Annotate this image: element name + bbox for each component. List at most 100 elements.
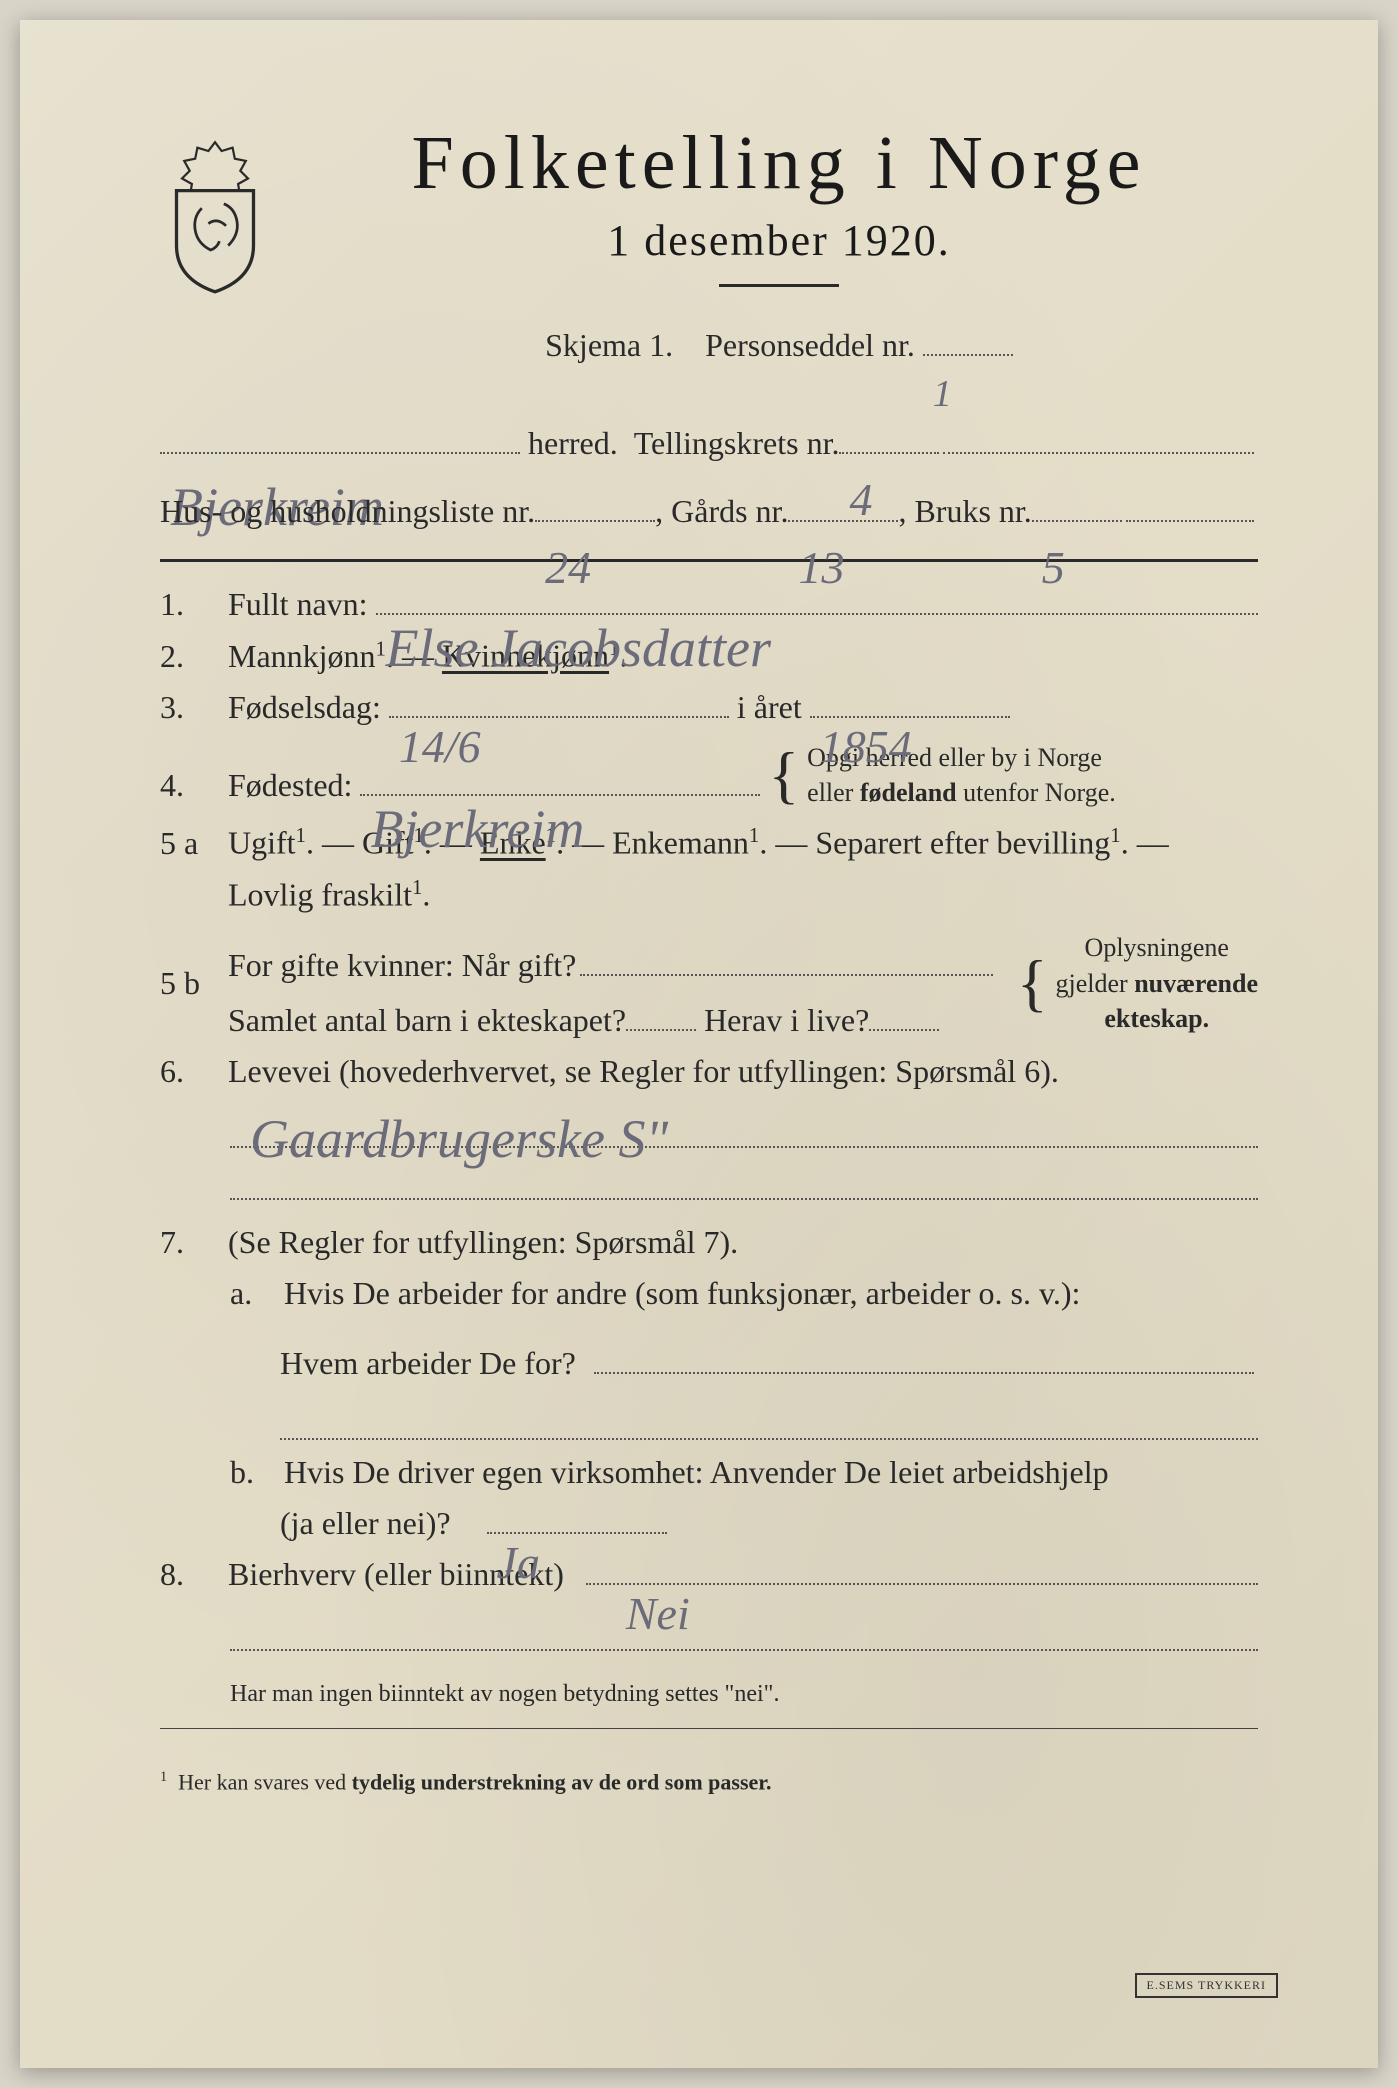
q4-field: Bjerkreim — [360, 794, 760, 796]
main-title: Folketelling i Norge — [300, 120, 1258, 207]
q8-answer-line — [230, 1607, 1258, 1651]
hushold-field: 24 — [535, 520, 655, 522]
q7b-field: Ja — [487, 1532, 667, 1534]
q5b-label: For gifte kvinner: Når gift? — [228, 947, 576, 984]
footnote-1: Har man ingen biinntekt av nogen betydni… — [160, 1681, 1258, 1708]
q7b-l1: Hvis De driver egen virksomhet: Anvender… — [284, 1454, 1258, 1491]
q2-mann-word: Mannkjønn — [228, 638, 376, 674]
q5b-l2b: Herav i live? — [704, 1002, 869, 1039]
q3-year-label: i året — [737, 689, 802, 726]
q5a-separert: Separert efter bevilling — [815, 825, 1110, 861]
herred-value: Bjerkreim — [170, 456, 384, 458]
q7a-l1: Hvis De arbeider for andre (som funksjon… — [284, 1275, 1258, 1312]
subtitle-date: 1 desember 1920. — [300, 215, 1258, 266]
q7a-row: a. Hvis De arbeider for andre (som funks… — [160, 1275, 1258, 1312]
q6-num: 6. — [160, 1053, 214, 1090]
q7a-answer-line — [280, 1396, 1258, 1440]
q5a-ugift: Ugift — [228, 825, 296, 861]
q1-field: Else Jacobsdatter — [376, 613, 1258, 615]
herred-label: herred. — [528, 413, 618, 474]
q1-label: Fullt navn: — [228, 586, 368, 623]
q5b-n2: gjelder nuværende — [1056, 969, 1258, 998]
q6-answer-line: Gaardbrugerske S" — [230, 1104, 1258, 1148]
census-form-page: Folketelling i Norge 1 desember 1920. Sk… — [20, 20, 1378, 2068]
brace-icon-2: { — [1017, 967, 1048, 999]
q7-label: (Se Regler for utfyllingen: Spørsmål 7). — [228, 1224, 1258, 1261]
q4-note-l2: eller fødeland utenfor Norge. — [807, 778, 1116, 807]
q5b-note-text: Oplysningene gjelder nuværende ekteskap. — [1056, 930, 1258, 1035]
hushold-label: Hus- og husholdningsliste nr. — [160, 481, 535, 542]
q8-row: 8. Bierhverv (eller biinntekt) Nei — [160, 1556, 1258, 1593]
d4: — — [775, 825, 815, 861]
printer-stamp: E.SEMS TRYKKERI — [1135, 1973, 1278, 1998]
q7b-l2: (ja eller nei)? — [280, 1505, 451, 1542]
q4-value: Bjerkreim — [370, 798, 584, 800]
q5b-row: 5 b For gifte kvinner: Når gift? Samlet … — [160, 928, 1258, 1039]
q6-value: Gaardbrugerske S" — [250, 1108, 668, 1150]
q2-num: 2. — [160, 638, 214, 675]
gards-label: Gårds nr. — [671, 481, 788, 542]
q8-value: Nei — [626, 1587, 690, 1589]
bruks-nr: 5 — [1042, 524, 1065, 526]
q5b-n3: ekteskap. — [1104, 1004, 1209, 1033]
q3-row: 3. Fødselsdag: 14/6 i året 1854 — [160, 689, 1258, 726]
tellingskrets-nr: 4 — [849, 456, 872, 458]
coat-of-arms-icon — [160, 140, 270, 290]
q5b-f2 — [626, 1029, 696, 1031]
q5a-s4: 1 — [749, 824, 759, 847]
personseddel-label: Personseddel nr. — [705, 327, 915, 363]
hushold-nr: 24 — [545, 524, 591, 526]
d1: — — [322, 825, 362, 861]
title-block: Folketelling i Norge 1 desember 1920. Sk… — [300, 120, 1258, 376]
q7b-value: Ja — [497, 1536, 540, 1538]
q7a-num: a. — [230, 1275, 270, 1312]
q1-num: 1. — [160, 586, 214, 623]
q5a-num: 5 a — [160, 825, 214, 862]
skjema-line: Skjema 1. Personseddel nr. 1 — [300, 315, 1258, 376]
q5a-enkemann: Enkemann — [612, 825, 749, 861]
q7a-l2: Hvem arbeider De for? — [280, 1345, 576, 1382]
d5: — — [1137, 825, 1169, 861]
q5b-f3 — [869, 1029, 939, 1031]
q5b-n1: Oplysningene — [1085, 933, 1229, 962]
q7a-row2: Hvem arbeider De for? — [160, 1326, 1258, 1382]
footnote-2-text: Her kan svares ved tydelig understreknin… — [178, 1769, 771, 1794]
bruks-field: 5 — [1032, 520, 1122, 522]
footnote-2-num: 1 — [160, 1769, 167, 1785]
tellingskrets-field: 4 — [839, 452, 939, 454]
gards-field: 13 — [788, 520, 898, 522]
q1-value: Else Jacobsdatter — [386, 617, 771, 619]
q5b-num: 5 b — [160, 965, 214, 1002]
q3-day: 14/6 — [399, 720, 481, 722]
q6-row: 6. Levevei (hovederhvervet, se Regler fo… — [160, 1053, 1258, 1090]
q3-year-field: 1854 — [810, 716, 1010, 718]
q7-num: 7. — [160, 1224, 214, 1261]
title-rule — [719, 284, 839, 287]
q3-num: 3. — [160, 689, 214, 726]
q5a-s5: 1 — [1110, 824, 1120, 847]
q8-field: Nei — [586, 1583, 1258, 1585]
q5b-l2a: Samlet antal barn i ekteskapet? — [228, 1002, 626, 1039]
q2-sup1: 1 — [376, 637, 386, 660]
q4-row: 4. Fødested: Bjerkreim { Opgi herred ell… — [160, 740, 1258, 810]
personseddel-nr-field: 1 — [923, 354, 1013, 356]
bruks-label: Bruks nr. — [914, 481, 1031, 542]
q4-num: 4. — [160, 767, 214, 804]
hushold-line: Hus- og husholdningsliste nr. 24 , Gårds… — [160, 474, 1258, 542]
q7b-num: b. — [230, 1454, 270, 1491]
tellingskrets-label: Tellingskrets nr. — [634, 413, 840, 474]
q7b-row2: (ja eller nei)? Ja — [160, 1505, 1258, 1542]
herred-line: Bjerkreim herred. Tellingskrets nr. 4 — [160, 406, 1258, 474]
q5a-fraskilt: Lovlig fraskilt — [228, 877, 412, 913]
q2-mann-text: Mannkjønn1. — [228, 638, 394, 674]
skjema-label: Skjema 1. — [545, 327, 673, 363]
q7a-field — [594, 1326, 1254, 1374]
q5a-s6: 1 — [412, 876, 422, 899]
gards-nr: 13 — [798, 524, 844, 526]
trailing-dots-2 — [1126, 474, 1254, 522]
rule-bottom — [160, 1728, 1258, 1730]
q5b-f1 — [580, 928, 992, 976]
q3-year: 1854 — [820, 720, 912, 722]
q7b-row: b. Hvis De driver egen virksomhet: Anven… — [160, 1454, 1258, 1491]
q4-label: Fødested: — [228, 767, 352, 804]
